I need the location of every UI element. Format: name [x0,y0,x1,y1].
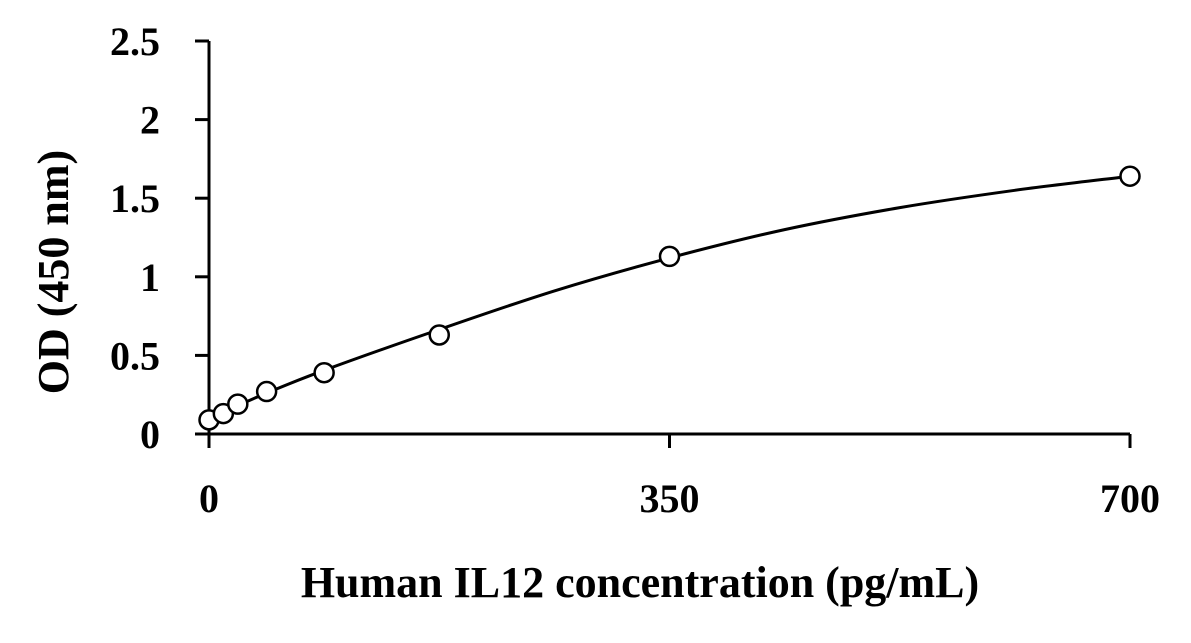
y-tick-label: 1.5 [110,176,160,221]
y-axis-title: OD (450 nm) [29,150,78,394]
y-ticks: 0 0.5 1 1.5 2 2.5 [110,19,209,457]
data-point [1119,165,1141,187]
data-point [658,245,681,268]
y-tick-label: 2 [140,98,160,143]
x-tick-label: 0 [199,476,219,521]
x-tick-label: 700 [1100,476,1160,521]
fit-curve-line [208,174,1131,422]
fit-curve-layer [208,174,1131,422]
data-point [428,324,450,346]
x-ticks: 0 350 700 [199,434,1160,521]
y-tick-label: 0 [140,412,160,457]
axes [207,41,1130,436]
x-tick-label: 350 [640,476,700,521]
x-axis-title: Human IL12 concentration (pg/mL) [301,558,979,607]
data-point [227,393,249,415]
y-tick-label: 2.5 [110,19,160,64]
y-tick-label: 1 [140,255,160,300]
data-point [255,380,278,403]
data-point [313,361,335,384]
y-tick-label: 0.5 [110,333,160,378]
data-points-layer [198,165,1141,431]
